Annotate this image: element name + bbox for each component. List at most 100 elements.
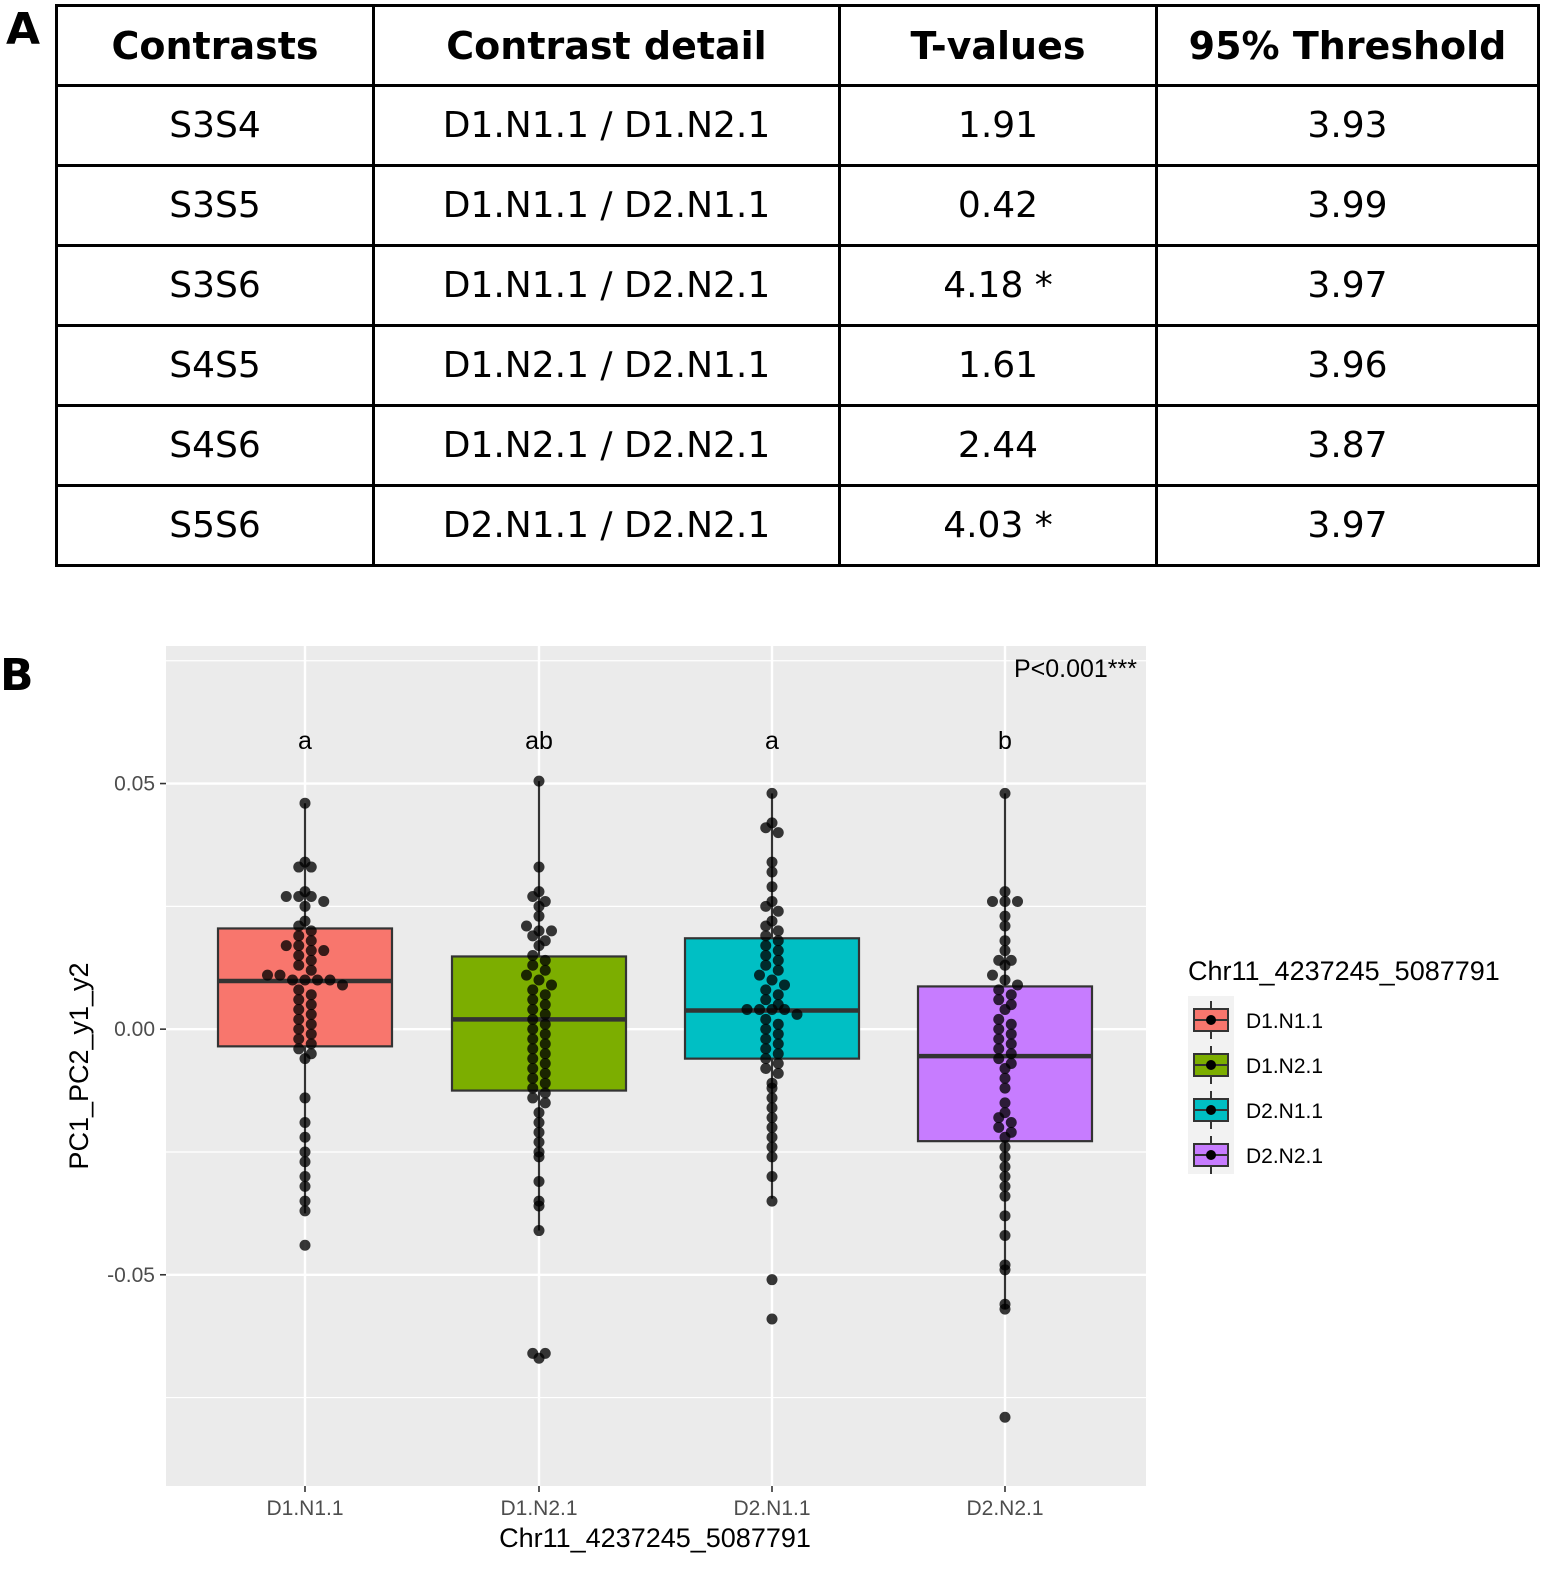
data-point — [527, 1023, 539, 1035]
data-point — [766, 1313, 778, 1325]
data-point — [539, 1028, 551, 1040]
data-point — [999, 1180, 1011, 1192]
panel-b-label: B — [0, 650, 34, 701]
data-point — [987, 969, 998, 981]
data-point — [521, 920, 532, 932]
data-point — [287, 974, 298, 986]
data-point — [305, 1018, 317, 1030]
data-point — [760, 1053, 772, 1065]
data-point — [999, 910, 1011, 922]
data-point — [305, 1008, 317, 1020]
group-letter: b — [998, 727, 1012, 755]
data-point — [772, 1018, 784, 1030]
data-point — [539, 1058, 551, 1070]
data-point — [527, 984, 539, 996]
legend-label: D1.N2.1 — [1246, 1055, 1323, 1078]
data-point — [527, 994, 539, 1006]
table-cell: D1.N1.1 / D1.N2.1 — [372, 84, 841, 167]
table-cell: 3.87 — [1155, 404, 1540, 487]
data-point — [305, 925, 317, 937]
y-tick-label: 0.00 — [114, 1018, 155, 1041]
table-cell: S3S4 — [55, 84, 375, 167]
data-point — [539, 1067, 551, 1079]
data-point — [754, 969, 765, 981]
column-header: T-values — [838, 4, 1158, 87]
x-tick-label: D1.N1.1 — [266, 1497, 343, 1520]
data-point — [772, 964, 784, 976]
data-point — [539, 1097, 551, 1109]
y-tick-label: 0.05 — [114, 773, 155, 796]
data-point — [527, 891, 539, 903]
data-point — [293, 1043, 305, 1055]
data-point — [999, 1171, 1011, 1183]
data-point — [993, 1121, 1005, 1133]
data-point — [760, 1033, 772, 1045]
data-point — [772, 1038, 784, 1050]
data-point — [280, 891, 292, 903]
data-point — [299, 974, 311, 986]
data-point — [533, 974, 545, 986]
data-point — [274, 969, 286, 981]
data-point — [779, 1004, 790, 1016]
data-point — [293, 994, 305, 1006]
data-point — [293, 959, 305, 971]
data-point — [999, 895, 1011, 907]
data-point — [312, 974, 323, 986]
data-point — [999, 1411, 1011, 1423]
p-value-label: P<0.001*** — [1014, 655, 1137, 683]
table-cell: S3S5 — [55, 164, 375, 247]
data-point — [1005, 989, 1017, 1001]
data-point — [280, 940, 292, 952]
data-point — [293, 1033, 305, 1045]
data-point — [999, 959, 1011, 971]
data-point — [533, 910, 545, 922]
data-point — [533, 1175, 545, 1187]
data-point — [741, 1004, 753, 1016]
table-row: S3S4 D1.N1.1 / D1.N2.1 1.91 3.93 — [55, 84, 1540, 167]
legend-key-point — [1206, 1060, 1216, 1070]
data-point — [539, 989, 551, 1001]
data-point — [533, 861, 545, 873]
table-row: S3S6 D1.N1.1 / D2.N2.1 4.18 * 3.97 — [55, 244, 1540, 327]
data-point — [993, 1033, 1005, 1045]
data-point — [546, 979, 557, 991]
data-point — [999, 1264, 1011, 1276]
data-point — [766, 787, 778, 799]
data-point — [299, 1092, 311, 1104]
data-point — [299, 797, 311, 809]
data-point — [766, 1274, 778, 1286]
data-point — [1005, 1116, 1017, 1128]
data-point — [993, 1023, 1005, 1035]
data-point — [293, 930, 305, 942]
table-cell: 3.97 — [1155, 244, 1540, 327]
y-tick-label: -0.05 — [107, 1264, 155, 1287]
data-point — [293, 861, 305, 873]
data-point — [987, 895, 998, 907]
table-cell: S4S6 — [55, 404, 375, 487]
data-point — [993, 1053, 1005, 1065]
data-point — [527, 1013, 539, 1025]
data-point — [760, 984, 772, 996]
data-point — [305, 964, 317, 976]
legend-key-point — [1206, 1150, 1216, 1160]
data-point — [539, 1008, 551, 1020]
legend-title: Chr11_4237245_5087791 — [1188, 956, 1500, 986]
data-point — [293, 1004, 305, 1016]
data-point — [305, 989, 317, 1001]
x-tick-label: D1.N2.1 — [500, 1497, 577, 1520]
legend-key-point — [1206, 1015, 1216, 1025]
data-point — [772, 905, 784, 917]
data-point — [533, 1151, 545, 1163]
data-point — [999, 1062, 1011, 1074]
data-point — [299, 1053, 311, 1065]
data-point — [760, 1062, 772, 1074]
data-point — [772, 1058, 784, 1070]
data-point — [299, 1171, 311, 1183]
data-point — [539, 1018, 551, 1030]
data-point — [539, 999, 551, 1011]
data-point — [766, 1171, 778, 1183]
legend-label: D2.N2.1 — [1246, 1145, 1323, 1168]
data-point — [999, 1141, 1011, 1153]
data-point — [533, 1200, 545, 1212]
data-point — [299, 1195, 311, 1207]
